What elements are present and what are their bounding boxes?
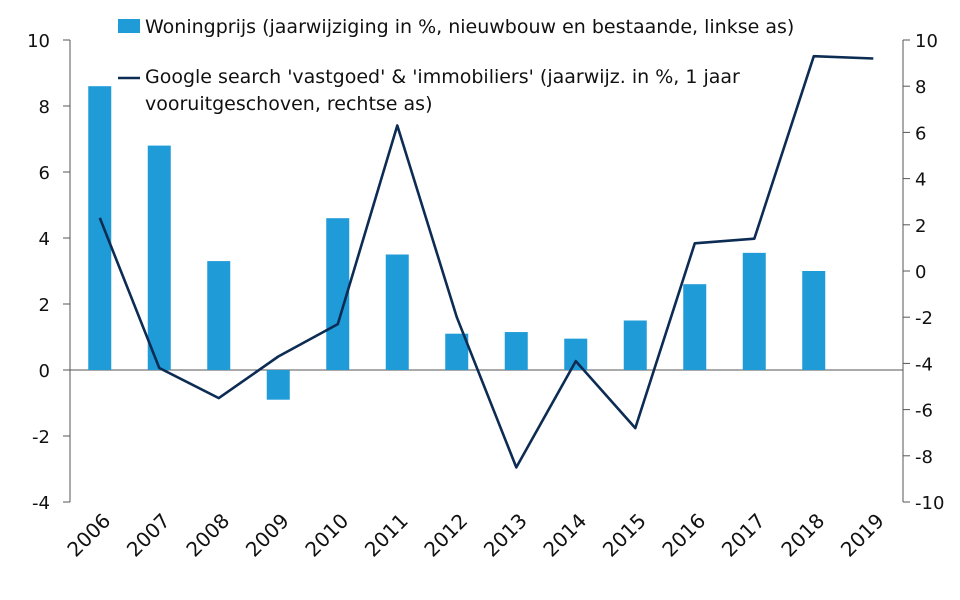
bar [564, 338, 588, 370]
right-tick-label: 4 [915, 170, 926, 191]
bar-series [88, 86, 826, 400]
right-tick-label: -4 [915, 354, 933, 375]
left-tick-label: 6 [39, 163, 50, 184]
x-tick-label: 2008 [181, 509, 234, 562]
x-tick-label: 2018 [776, 509, 829, 562]
left-axis-ticks: -4 -2 0 2 4 6 8 10 [27, 31, 70, 514]
x-tick-label: 2016 [657, 509, 710, 562]
bar [683, 284, 707, 370]
line-series [98, 54, 874, 469]
left-tick-label: -4 [32, 493, 50, 514]
left-tick-label: 10 [27, 31, 50, 52]
right-tick-label: 0 [915, 262, 926, 283]
right-tick-label: -2 [915, 308, 933, 329]
left-tick-label: 8 [39, 97, 50, 118]
x-tick-label: 2015 [598, 509, 651, 562]
legend-line-label-2: vooruitgeschoven, rechtse as) [145, 93, 433, 115]
left-tick-label: 0 [39, 361, 50, 382]
x-axis-ticks: 2006 2007 2008 2009 2010 2011 2012 2013 2014 2015… [62, 509, 888, 562]
x-tick-label: 2017 [717, 509, 770, 562]
right-axis-ticks: -10 -8 -6 -4 -2 0 2 4 6 8 10 [903, 31, 944, 514]
right-tick-label: -6 [915, 401, 933, 422]
bar [802, 271, 826, 370]
right-tick-label: -10 [915, 493, 944, 514]
legend-line-label-1: Google search 'vastgoed' & 'immobiliers'… [145, 66, 740, 88]
left-tick-label: 4 [39, 229, 50, 250]
right-tick-label: 2 [915, 216, 926, 237]
bar [326, 218, 350, 370]
bar [445, 333, 469, 370]
legend: Woningprijs (jaarwijziging in %, nieuwbo… [118, 16, 794, 115]
bar [88, 86, 112, 370]
x-tick-label: 2011 [360, 509, 413, 562]
x-tick-label: 2010 [300, 509, 353, 562]
bar [385, 254, 409, 370]
bar [207, 261, 231, 370]
bar [742, 252, 766, 370]
bar [147, 145, 171, 370]
x-tick-label: 2012 [419, 509, 472, 562]
x-tick-label: 2013 [479, 509, 532, 562]
right-tick-label: 6 [915, 123, 926, 144]
x-tick-label: 2014 [538, 509, 591, 562]
x-tick-label: 2007 [122, 509, 175, 562]
legend-bar-swatch [118, 19, 140, 33]
bar [504, 332, 528, 370]
left-tick-label: -2 [32, 427, 50, 448]
x-tick-label: 2006 [62, 509, 115, 562]
bar [623, 320, 647, 370]
x-tick-label: 2019 [836, 509, 889, 562]
left-tick-label: 2 [39, 295, 50, 316]
x-tick-label: 2009 [241, 509, 294, 562]
bar [266, 370, 290, 400]
legend-bar-label: Woningprijs (jaarwijziging in %, nieuwbo… [145, 16, 794, 38]
right-tick-label: 10 [915, 31, 938, 52]
right-tick-label: 8 [915, 77, 926, 98]
right-tick-label: -8 [915, 447, 933, 468]
